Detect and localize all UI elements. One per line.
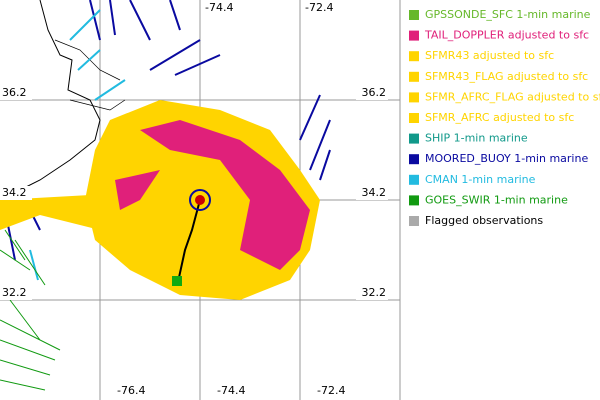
coord-label: -74.4 bbox=[205, 1, 233, 14]
label-bg bbox=[0, 186, 32, 200]
label-bg bbox=[115, 384, 147, 398]
label-bg bbox=[215, 384, 247, 398]
coord-label: -72.4 bbox=[317, 384, 345, 397]
label-bg bbox=[203, 1, 235, 15]
legend-label: MOORED_BUOY 1-min marine bbox=[425, 152, 588, 165]
goes-barbs bbox=[0, 229, 61, 391]
legend-swatch bbox=[409, 154, 419, 165]
legend-swatch bbox=[409, 10, 419, 20]
tail-doppler-barbs bbox=[140, 120, 310, 270]
storm-track bbox=[177, 199, 201, 283]
coord-label: -74.4 bbox=[217, 384, 245, 397]
legend-label: GOES_SWIR 1-min marine bbox=[425, 193, 568, 206]
storm-center bbox=[189, 189, 211, 211]
sfmr-barbs bbox=[0, 195, 100, 230]
coord-label: 36.2 bbox=[362, 86, 387, 99]
legend-swatch bbox=[409, 51, 419, 62]
label-bg bbox=[303, 1, 335, 15]
legend-label: SFMR43_FLAG adjusted to sfc bbox=[425, 70, 588, 83]
legend-label: GPSSONDE_SFC 1-min marine bbox=[425, 8, 591, 21]
legend-label: Flagged observations bbox=[425, 214, 543, 227]
legend-label: SFMR_AFRC adjusted to sfc bbox=[425, 111, 574, 124]
coord-label: 36.2 bbox=[2, 86, 27, 99]
legend-label: SFMR_AFRC_FLAG adjusted to sfc bbox=[425, 90, 600, 103]
legend-swatch bbox=[409, 133, 419, 144]
legend-swatch bbox=[409, 92, 419, 103]
coord-label: 34.2 bbox=[362, 186, 387, 199]
label-bg bbox=[315, 384, 347, 398]
label-bg bbox=[356, 286, 388, 300]
legend-swatch bbox=[409, 216, 419, 226]
label-bg bbox=[0, 286, 32, 300]
legend-swatch bbox=[409, 113, 419, 123]
legend-label: TAIL_DOPPLER adjusted to sfc bbox=[424, 29, 589, 42]
moored-buoy-barbs bbox=[4, 0, 331, 261]
legend-label: CMAN 1-min marine bbox=[425, 173, 536, 186]
legend-swatch bbox=[409, 71, 419, 82]
coastline bbox=[0, 0, 101, 196]
label-bg bbox=[356, 86, 388, 100]
legend-swatch bbox=[409, 195, 419, 206]
storm-center bbox=[195, 195, 205, 205]
coord-label: 34.2 bbox=[2, 186, 27, 199]
legend-swatch bbox=[409, 174, 419, 185]
legend-label: SFMR43 adjusted to sfc bbox=[425, 49, 554, 62]
label-bg bbox=[0, 86, 32, 100]
legend-panel bbox=[402, 0, 600, 400]
label-bg bbox=[356, 186, 388, 200]
coord-label: -72.4 bbox=[305, 1, 333, 14]
coord-label: 32.2 bbox=[362, 286, 387, 299]
coord-label: 32.2 bbox=[2, 286, 27, 299]
legend-swatch bbox=[409, 30, 419, 41]
track-start bbox=[172, 276, 182, 286]
legend-label: SHIP 1-min marine bbox=[425, 132, 528, 145]
cman-barbs bbox=[29, 9, 126, 281]
tail-doppler-barbs bbox=[115, 170, 160, 210]
coord-label: -76.4 bbox=[117, 384, 145, 397]
